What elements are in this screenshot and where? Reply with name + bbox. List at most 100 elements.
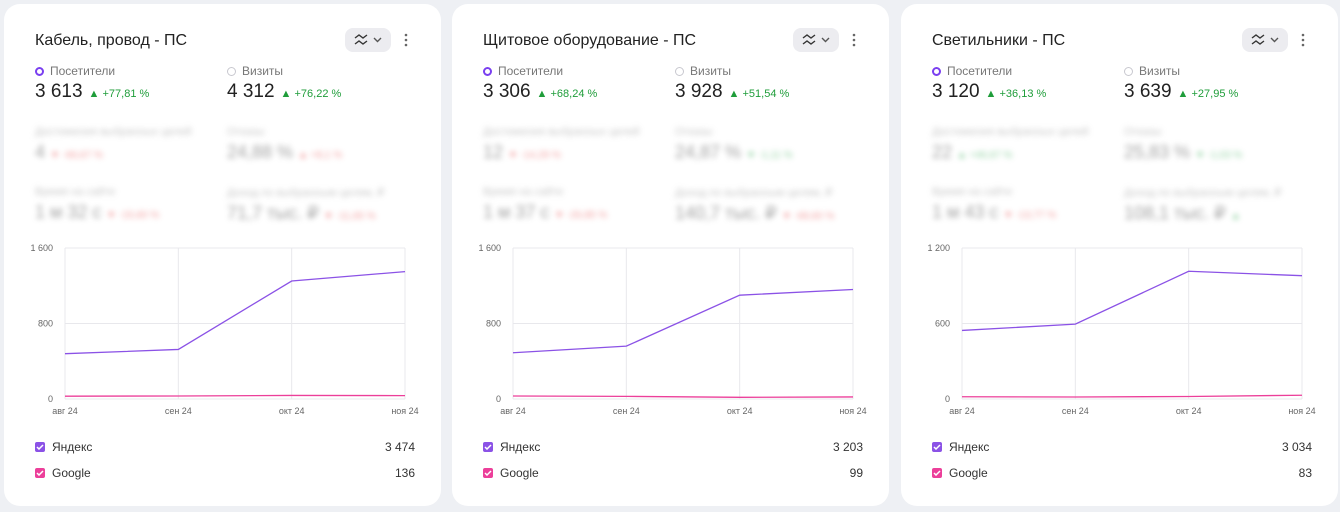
- legend-label: Яндекс: [949, 440, 990, 454]
- metric-visitors[interactable]: Посетители 3 306 ▲ +68,24 %: [483, 64, 597, 103]
- metric-visits[interactable]: Визиты 4 312 ▲ +76,22 %: [227, 64, 341, 103]
- metric-blurred[interactable]: Время на сайте 1 м 37 с ▼ -26,85 %: [483, 186, 607, 223]
- metric-delta: ▲ +46,67 %: [957, 150, 1013, 161]
- more-vertical-icon: [404, 33, 408, 47]
- metric-visitors-radio[interactable]: Посетители: [932, 64, 1046, 78]
- metric-label: Время на сайте: [483, 186, 564, 198]
- series-line-google: [961, 394, 1303, 398]
- metric-value: 3 639: [1124, 81, 1172, 102]
- metric-visits-radio[interactable]: Визиты: [1124, 64, 1238, 78]
- line-chart: 0 600 1 200 авг 24 сен 24 окт 24 ноя 24: [927, 243, 1315, 416]
- checkbox-checked-icon[interactable]: [483, 442, 493, 452]
- y-tick-label: 800: [38, 319, 53, 329]
- line-chart: 0 800 1 600 авг 24 сен 24 окт 24 ноя 24: [30, 243, 418, 416]
- metric-label: Визиты: [1139, 64, 1181, 78]
- metric-visits[interactable]: Визиты 3 639 ▲ +27,95 %: [1124, 64, 1238, 103]
- y-tick-label: 600: [935, 319, 950, 329]
- metric-visits-radio[interactable]: Визиты: [675, 64, 789, 78]
- radio-icon: [1124, 66, 1133, 76]
- metric-label: Достижения выбранных целей: [35, 126, 192, 138]
- chart-type-toggle[interactable]: [345, 28, 391, 52]
- metric-visitors-radio[interactable]: Посетители: [35, 64, 149, 78]
- legend-item-yandex[interactable]: Яндекс 3 474: [35, 438, 415, 456]
- metric-delta: ▼ -13,77 %: [1003, 210, 1057, 221]
- legend-item-google[interactable]: Google 99: [483, 464, 863, 482]
- metric-blurred[interactable]: Доход по выбранным целям, ₽ 108,1 тыс. ₽…: [1124, 186, 1281, 224]
- metric-visitors-radio[interactable]: Посетители: [483, 64, 597, 78]
- metric-delta: ▲ +51,54 %: [728, 88, 790, 100]
- metric-blurred[interactable]: Доход по выбранным целям, ₽ 140,7 тыс. ₽…: [675, 186, 834, 224]
- metric-value: 3 120: [932, 81, 980, 102]
- y-tick-label: 0: [496, 394, 501, 404]
- metric-delta: ▲ +77,81 %: [88, 88, 150, 100]
- metric-delta: ▼ -68,60 %: [781, 211, 835, 222]
- y-tick-label: 1 200: [927, 243, 950, 253]
- widget-title: Щитовое оборудование - ПС: [483, 32, 697, 49]
- metric-label: Посетители: [498, 64, 564, 78]
- metric-delta: ▼ -26,85 %: [554, 210, 608, 221]
- chart-type-toggle[interactable]: [1242, 28, 1288, 52]
- series-line-yandex: [512, 288, 854, 354]
- metric-blurred[interactable]: Достижения выбранных целей 12 ▼ -14,29 %: [483, 126, 640, 163]
- x-tick-label: сен 24: [1062, 406, 1089, 416]
- legend-item-google[interactable]: Google 136: [35, 464, 415, 482]
- radio-icon: [227, 66, 236, 76]
- more-options-button[interactable]: [1294, 28, 1312, 52]
- metric-blurred[interactable]: Достижения выбранных целей 4 ▼ -66,67 %: [35, 126, 192, 163]
- metric-value: 24,88 %: [227, 142, 294, 162]
- metric-label: Достижения выбранных целей: [932, 126, 1089, 138]
- x-tick-label: сен 24: [613, 406, 640, 416]
- checkbox-checked-icon[interactable]: [35, 468, 45, 478]
- metric-visitors[interactable]: Посетители 3 613 ▲ +77,81 %: [35, 64, 149, 103]
- checkbox-checked-icon[interactable]: [932, 442, 942, 452]
- metric-visits[interactable]: Визиты 3 928 ▲ +51,54 %: [675, 64, 789, 103]
- metric-delta: ▼ -1,03 %: [1195, 150, 1243, 161]
- metric-blurred[interactable]: Отказы 25,83 % ▼ -1,03 %: [1124, 126, 1242, 163]
- metric-value: 12: [483, 142, 504, 162]
- metric-blurred[interactable]: Отказы 24,88 % ▲ +8,1 %: [227, 126, 342, 163]
- legend-label: Яндекс: [52, 440, 93, 454]
- line-chart: 0 800 1 600 авг 24 сен 24 окт 24 ноя 24: [478, 243, 866, 416]
- metric-value: 1 м 37 с: [483, 202, 550, 222]
- x-tick-label: авг 24: [500, 406, 526, 416]
- widget-card: Светильники - ПС Посетители 3 120 ▲ +36,…: [901, 4, 1338, 506]
- metric-value: 3 306: [483, 81, 531, 102]
- legend-value: 3 203: [832, 440, 863, 454]
- more-options-button[interactable]: [845, 28, 863, 52]
- metric-label: Визиты: [242, 64, 284, 78]
- metric-blurred[interactable]: Время на сайте 1 м 43 с ▼ -13,77 %: [932, 186, 1056, 223]
- metric-blurred[interactable]: Отказы 24,87 % ▼ -1,11 %: [675, 126, 792, 163]
- y-tick-label: 800: [486, 319, 501, 329]
- metric-value: 4 312: [227, 81, 275, 102]
- y-tick-label: 1 600: [478, 243, 501, 253]
- legend-item-google[interactable]: Google 83: [932, 464, 1312, 482]
- metric-label: Посетители: [947, 64, 1013, 78]
- metric-visitors[interactable]: Посетители 3 120 ▲ +36,13 %: [932, 64, 1046, 103]
- checkbox-checked-icon[interactable]: [483, 468, 493, 478]
- line-chart-icon: [802, 34, 816, 45]
- legend-label: Яндекс: [500, 440, 541, 454]
- metric-delta: ▲ +68,24 %: [536, 88, 598, 100]
- legend-value: 83: [1298, 466, 1312, 480]
- metric-blurred[interactable]: Достижения выбранных целей 22 ▲ +46,67 %: [932, 126, 1089, 163]
- metric-blurred[interactable]: Время на сайте 1 м 32 с ▼ -15,60 %: [35, 186, 159, 223]
- legend-item-yandex[interactable]: Яндекс 3 203: [483, 438, 863, 456]
- radio-icon: [483, 66, 492, 76]
- checkbox-checked-icon[interactable]: [35, 442, 45, 452]
- metric-visits-radio[interactable]: Визиты: [227, 64, 341, 78]
- metric-value: 24,87 %: [675, 142, 742, 162]
- legend-value: 136: [394, 466, 415, 480]
- y-tick-label: 1 600: [30, 243, 53, 253]
- checkbox-checked-icon[interactable]: [932, 468, 942, 478]
- metric-label: Отказы: [1124, 126, 1162, 138]
- more-options-button[interactable]: [397, 28, 415, 52]
- x-tick-label: ноя 24: [1288, 406, 1315, 416]
- legend-item-yandex[interactable]: Яндекс 3 034: [932, 438, 1312, 456]
- metric-blurred[interactable]: Доход по выбранным целям, ₽ 71,7 тыс. ₽ …: [227, 186, 384, 224]
- metric-delta: ▼ -1,11 %: [746, 150, 793, 161]
- x-tick-label: авг 24: [52, 406, 78, 416]
- metric-value: 1 м 32 с: [35, 202, 102, 222]
- radio-icon: [932, 66, 941, 76]
- metric-delta: ▲ +8,1 %: [298, 150, 343, 161]
- chart-type-toggle[interactable]: [793, 28, 839, 52]
